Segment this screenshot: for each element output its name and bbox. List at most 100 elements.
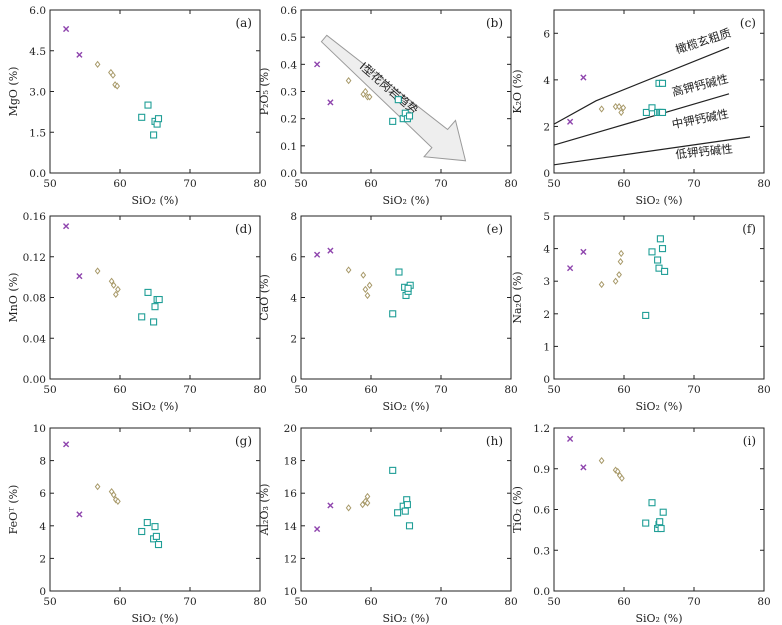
region-label: 橄榄玄粗质 [674, 26, 733, 57]
data-point-diamond [366, 281, 373, 289]
x-tick-label: 60 [364, 384, 377, 396]
data-point-diamond [345, 266, 352, 274]
data-point-diamond [619, 474, 625, 482]
data-point-square [389, 466, 397, 474]
data-point-square [656, 518, 664, 526]
x-tick-label: 80 [757, 178, 770, 190]
trend-arrow-shape [320, 34, 467, 162]
x-tick-label: 60 [113, 596, 126, 608]
y-axis-label: MgO (%) [7, 67, 20, 117]
region-label: 中钾钙碱性 [671, 107, 730, 132]
x-tick-label: 50 [547, 596, 560, 608]
y-tick-label: 4 [543, 244, 550, 256]
data-point-square [405, 522, 414, 530]
data-point-square [389, 117, 397, 125]
data-point-diamond [612, 277, 619, 285]
data-point-diamond [364, 499, 371, 507]
y-tick-label: 6 [39, 488, 46, 500]
data-point-square [144, 288, 152, 296]
panel-h: 50 60 70 80 10 12 14 16 18 20 SiO₂ (%) Al₂O₃ (%) (h) [258, 423, 518, 625]
y-tick-label: 6.0 [29, 5, 46, 17]
y-axis-label: Na₂O (%) [511, 271, 524, 323]
y-tick-label: 4.5 [29, 46, 46, 58]
data-point-square [138, 313, 146, 321]
data-point-square [394, 96, 402, 104]
x-tick-label: 70 [434, 384, 447, 396]
boundary-line [553, 136, 751, 166]
data-point-square [389, 310, 397, 318]
x-axis-label: SiO₂ (%) [635, 194, 682, 207]
y-tick-label: 4 [290, 293, 297, 305]
y-tick-label: 2 [39, 553, 46, 565]
data-point-cross [327, 502, 334, 509]
x-axis-label: SiO₂ (%) [635, 612, 682, 625]
data-point-diamond [620, 104, 627, 112]
x-tick-label: 80 [253, 384, 266, 396]
x-tick-label: 50 [294, 384, 307, 396]
x-tick-label: 50 [547, 178, 560, 190]
data-point-square [150, 318, 158, 326]
y-tick-label: 0.4 [280, 59, 297, 71]
y-tick-label: 1 [543, 341, 550, 353]
data-point-square [658, 79, 667, 87]
data-point-diamond [614, 467, 621, 476]
y-tick-label: 0.00 [23, 374, 46, 386]
panel-label: (e) [487, 222, 503, 236]
x-tick-label: 60 [617, 178, 630, 190]
data-point-diamond [364, 492, 371, 501]
data-point-square [648, 499, 656, 507]
data-point-cross [63, 25, 70, 33]
x-tick-label: 60 [617, 596, 630, 608]
data-point-cross [76, 273, 83, 280]
x-tick-label: 50 [547, 384, 560, 396]
data-point-square [658, 108, 667, 117]
x-tick-label: 60 [364, 596, 377, 608]
data-point-square [404, 284, 412, 292]
y-tick-label: 0.0 [533, 586, 550, 598]
data-point-square [401, 507, 409, 515]
data-point-square [654, 256, 662, 264]
data-point-diamond [110, 491, 117, 499]
panel-label: (f) [742, 222, 756, 236]
x-tick-label: 80 [757, 384, 770, 396]
x-tick-label: 50 [43, 178, 56, 190]
y-tick-label: 4 [39, 521, 46, 533]
y-tick-label: 8 [39, 456, 46, 468]
data-point-square [151, 303, 159, 311]
y-tick-label: 4 [543, 75, 550, 87]
y-tick-label: 0.3 [533, 545, 550, 557]
data-point-square [155, 295, 163, 304]
plot-frame [49, 9, 261, 174]
x-axis-label: SiO₂ (%) [382, 612, 429, 625]
x-tick-label: 60 [113, 178, 126, 190]
plot-frame [300, 9, 512, 174]
y-tick-label: 0 [543, 168, 550, 180]
x-tick-label: 80 [504, 596, 517, 608]
data-point-square [138, 113, 146, 121]
region-label: 低钾钙碱性 [675, 142, 734, 162]
data-point-cross [327, 99, 334, 106]
data-point-square [394, 509, 402, 517]
data-point-cross [314, 525, 321, 533]
data-point-diamond [364, 291, 371, 300]
panel-b: 50 60 70 80 0.0 0.1 0.2 0.3 0.4 0.5 0.6 SiO₂ (%) P₂O… [258, 5, 518, 207]
data-point-cross [327, 247, 334, 254]
y-tick-label: 0.2 [280, 114, 297, 126]
plot-frame [300, 427, 512, 592]
y-tick-label: 1.5 [29, 127, 46, 139]
panel-label: (g) [235, 434, 252, 448]
data-point-diamond [362, 87, 369, 96]
data-point-diamond [618, 108, 625, 117]
data-point-cross [63, 223, 70, 230]
y-tick-label: 0 [543, 374, 550, 386]
y-tick-label: 6 [290, 252, 297, 264]
x-tick-label: 80 [504, 384, 517, 396]
y-axis-label: P₂O₅ (%) [258, 68, 271, 116]
y-tick-label: 0.0 [280, 168, 297, 180]
data-point-square [642, 519, 650, 527]
panel-label: (b) [486, 16, 503, 30]
y-tick-label: 10 [284, 586, 297, 598]
data-point-square [150, 131, 158, 139]
data-point-square [144, 101, 152, 109]
y-tick-label: 18 [284, 456, 297, 468]
